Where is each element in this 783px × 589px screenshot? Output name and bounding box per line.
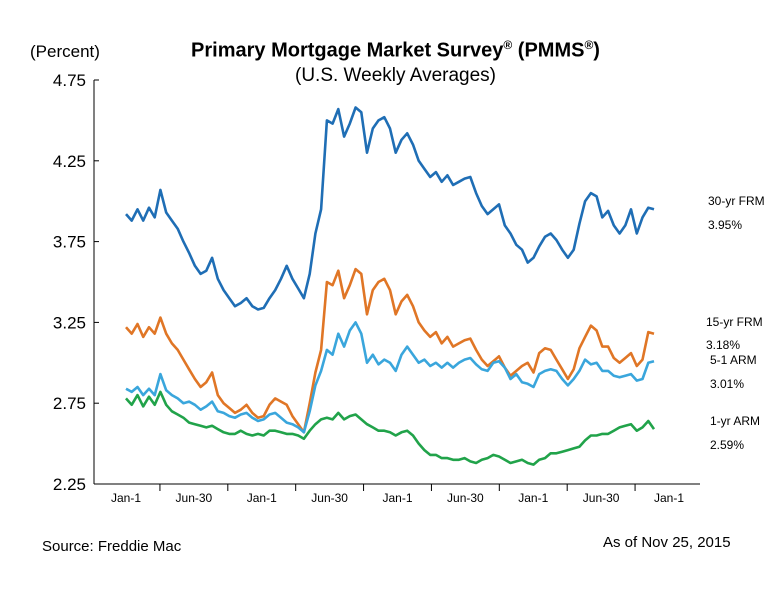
chart-subtitle: (U.S. Weekly Averages)	[295, 64, 496, 86]
chart-title: Primary Mortgage Market Survey® (PMMS®)	[8, 38, 783, 63]
series-label-name: 30-yr FRM	[708, 194, 765, 208]
y-tick-label: 4.75	[53, 71, 86, 90]
chart-series	[125, 106, 656, 466]
y-axis-label: (Percent)	[30, 42, 100, 61]
chart-title-paren: (PMMS	[517, 39, 585, 62]
source-note: Source: Freddie Mac	[42, 538, 182, 555]
x-tick-label: Jun-30	[176, 491, 213, 505]
series-label-name: 5-1 ARM	[710, 353, 757, 367]
x-tick-label: Jun-30	[583, 491, 620, 505]
chart-ticks: 4.75 4.25 3.75 3.25 2.75 2.25 Jan-1 Jun-30 Jan-1…	[53, 71, 684, 505]
series-label-value: 3.95%	[708, 218, 742, 232]
series-line-15-yr-frm	[125, 267, 655, 434]
series-label-name: 15-yr FRM	[706, 315, 763, 329]
y-tick-label: 2.75	[53, 394, 86, 413]
series-label-name: 1-yr ARM	[710, 414, 760, 428]
series-label-value: 3.01%	[710, 377, 744, 391]
as-of-date: As of Nov 25, 2015	[603, 534, 731, 551]
y-tick-label: 3.25	[53, 313, 86, 332]
chart-title-block: Primary Mortgage Market Survey® (PMMS®) …	[0, 38, 783, 87]
x-tick-label: Jan-1	[654, 491, 684, 505]
series-label-value: 3.18%	[706, 338, 740, 352]
x-tick-label: Jan-1	[382, 491, 412, 505]
x-tick-label: Jan-1	[111, 491, 141, 505]
x-tick-label: Jun-30	[311, 491, 348, 505]
series-line-5-1-arm	[125, 321, 655, 434]
chart-axes	[93, 80, 700, 485]
x-tick-label: Jun-30	[447, 491, 484, 505]
x-tick-label: Jan-1	[518, 491, 548, 505]
chart-title-close: )	[593, 39, 600, 62]
chart-title-text: Primary Mortgage Market Survey	[191, 39, 504, 62]
y-tick-label: 4.25	[53, 152, 86, 171]
series-labels: 30-yr FRM 3.95% 15-yr FRM 3.18%5-1 ARM 3.01%…	[706, 194, 765, 452]
series-line-30-yr-frm	[125, 106, 655, 311]
registered-mark: ®	[503, 38, 513, 52]
registered-mark-2: ®	[584, 38, 594, 52]
y-tick-label: 2.25	[53, 475, 86, 494]
series-line-1-yr-arm	[125, 390, 656, 466]
y-tick-label: 3.75	[53, 233, 86, 252]
x-tick-label: Jan-1	[247, 491, 277, 505]
series-label-value: 2.59%	[710, 438, 744, 452]
